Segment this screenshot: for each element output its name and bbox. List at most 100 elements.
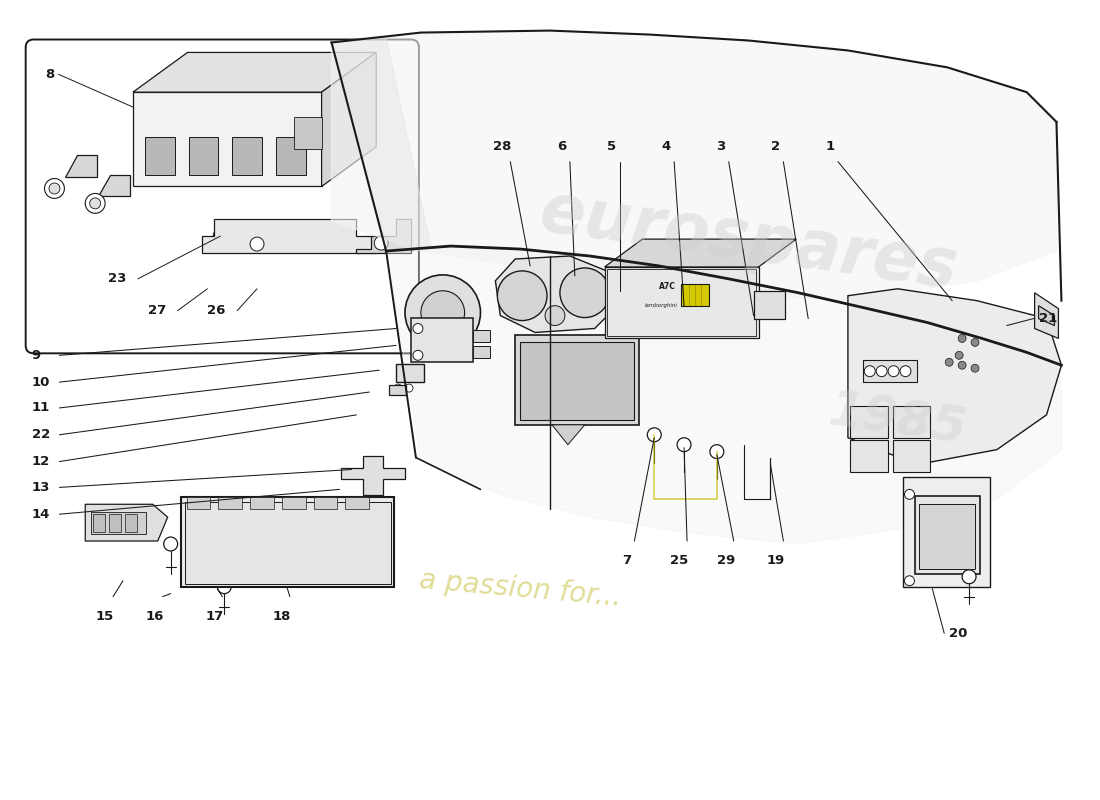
Bar	[473, 346, 491, 358]
Bar	[218, 498, 242, 510]
Polygon shape	[1035, 293, 1058, 338]
Circle shape	[865, 366, 876, 377]
Text: 1: 1	[825, 140, 835, 154]
Text: 26: 26	[208, 304, 226, 317]
Circle shape	[560, 268, 609, 318]
Text: 16: 16	[145, 610, 164, 623]
Circle shape	[50, 183, 59, 194]
Bar	[850, 440, 888, 471]
Bar	[396, 364, 424, 382]
Bar	[754, 290, 785, 318]
Bar	[125, 514, 136, 532]
Text: 29: 29	[716, 554, 735, 567]
Circle shape	[90, 198, 100, 209]
Bar	[282, 498, 306, 510]
Bar	[145, 137, 175, 174]
Bar	[94, 514, 106, 532]
Text: 25: 25	[670, 554, 689, 567]
Circle shape	[44, 178, 65, 198]
Text: 28: 28	[493, 140, 512, 154]
Bar	[681, 284, 708, 306]
Text: 21: 21	[1038, 312, 1057, 325]
Text: 20: 20	[949, 627, 968, 640]
Bar	[473, 330, 491, 342]
Polygon shape	[356, 219, 411, 253]
Text: 4: 4	[661, 140, 671, 154]
Bar	[91, 512, 146, 534]
Circle shape	[405, 275, 481, 350]
Polygon shape	[389, 385, 406, 395]
Polygon shape	[331, 38, 431, 251]
Polygon shape	[848, 289, 1062, 465]
Circle shape	[218, 580, 231, 594]
Circle shape	[544, 306, 565, 326]
Bar	[862, 360, 917, 382]
Circle shape	[213, 227, 231, 245]
Polygon shape	[321, 53, 376, 186]
Bar	[606, 269, 756, 337]
Bar	[276, 137, 306, 174]
Circle shape	[421, 290, 464, 334]
Circle shape	[962, 570, 976, 584]
Circle shape	[958, 334, 966, 342]
Text: 19: 19	[767, 554, 784, 567]
Circle shape	[218, 232, 227, 241]
Bar	[850, 406, 888, 438]
Bar	[345, 498, 370, 510]
Polygon shape	[605, 239, 796, 267]
Text: 5: 5	[607, 140, 616, 154]
Text: 8: 8	[45, 68, 55, 81]
Text: 15: 15	[96, 610, 114, 623]
Text: 1985: 1985	[825, 386, 970, 454]
Circle shape	[412, 350, 422, 360]
Bar	[411, 318, 473, 362]
Text: 3: 3	[716, 140, 725, 154]
Polygon shape	[133, 53, 376, 92]
Bar	[232, 137, 262, 174]
Polygon shape	[605, 267, 759, 338]
Circle shape	[374, 236, 388, 250]
Circle shape	[877, 366, 887, 377]
Polygon shape	[1038, 306, 1055, 326]
Text: 17: 17	[206, 610, 223, 623]
Polygon shape	[386, 246, 1062, 544]
Bar	[188, 137, 218, 174]
Bar	[294, 117, 321, 149]
Text: 12: 12	[32, 455, 50, 468]
Text: 13: 13	[32, 481, 50, 494]
Circle shape	[394, 384, 402, 392]
Bar	[185, 502, 392, 584]
Polygon shape	[552, 425, 585, 445]
Bar	[892, 406, 931, 438]
Circle shape	[250, 237, 264, 251]
Polygon shape	[133, 92, 321, 186]
Polygon shape	[202, 219, 376, 253]
Text: A7C: A7C	[659, 282, 676, 291]
Bar	[920, 504, 975, 569]
Text: 2: 2	[771, 140, 780, 154]
Text: 9: 9	[32, 349, 41, 362]
Text: 14: 14	[32, 508, 50, 521]
Text: 10: 10	[32, 376, 50, 389]
Polygon shape	[341, 456, 405, 495]
Text: eurospares: eurospares	[536, 179, 961, 303]
Bar	[180, 498, 394, 586]
Bar	[915, 496, 980, 574]
Circle shape	[405, 384, 412, 392]
Circle shape	[678, 438, 691, 452]
Polygon shape	[65, 154, 97, 177]
Polygon shape	[495, 256, 617, 333]
Circle shape	[647, 428, 661, 442]
Polygon shape	[98, 174, 130, 197]
Circle shape	[86, 194, 106, 214]
Bar	[520, 342, 635, 420]
Bar	[250, 498, 274, 510]
Circle shape	[710, 445, 724, 458]
Circle shape	[971, 338, 979, 346]
Text: 23: 23	[108, 272, 126, 286]
FancyBboxPatch shape	[25, 39, 419, 354]
Bar	[187, 498, 210, 510]
Bar	[892, 440, 931, 471]
Bar	[902, 478, 990, 586]
Circle shape	[497, 271, 547, 321]
